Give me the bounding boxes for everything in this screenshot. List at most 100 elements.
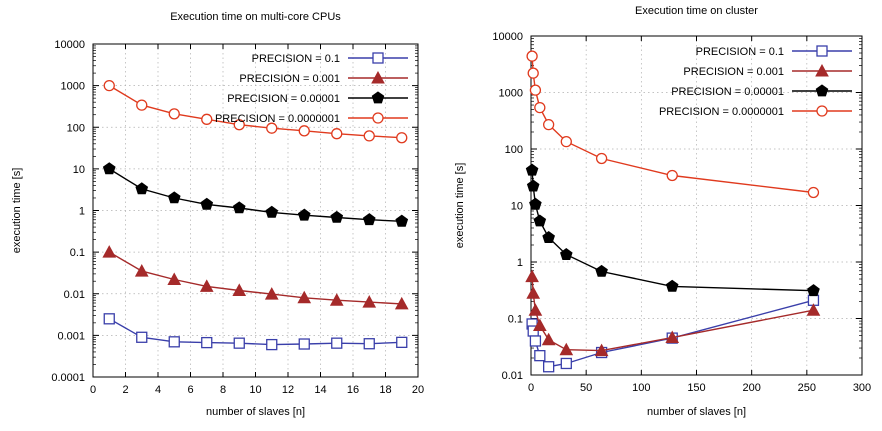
y-tick-label: 0.01 [64,289,85,301]
chart-2: 0 50 100 150 200 250 300 0.01 0.1 1 10 100 1000 10000… [454,5,871,418]
data-point [534,350,546,362]
data-point [559,342,574,356]
data-point [541,332,556,346]
y-tick-label: 10000 [54,39,85,51]
data-point [103,79,115,92]
data-point [266,338,278,351]
x-tick-label: 2 [122,384,128,396]
x-tick-label: 0 [528,382,534,394]
legend-marker [372,112,384,124]
y-tick-label: 0.001 [57,330,85,342]
data-point [297,208,311,221]
data-point [532,318,547,332]
data-point [595,152,608,165]
data-point [527,67,539,79]
data-point [136,331,148,343]
legend-label: PRECISION = 0.1 [696,46,784,58]
data-point [265,205,279,218]
x-axis-label: number of slaves [n] [206,406,305,418]
x-tick-label: 4 [155,384,161,396]
data-point [594,343,609,357]
data-point [298,338,310,350]
y-tick-label: 0.0001 [51,372,85,384]
data-point [529,197,542,210]
data-point [362,213,376,226]
data-point [396,132,408,144]
y-tick-label: 100 [67,122,85,134]
legend: PRECISION = 0.1 PRECISION = 0.001 PRECISIO… [659,45,852,118]
series-3 [525,163,820,297]
data-point [396,336,408,348]
chart-1: 0 2 4 6 8 10 12 14 16 18 20 0.0001 0.001 0.01 0.1 1 10 10… [11,11,424,418]
legend-label: PRECISION = 0.0000001 [659,106,784,118]
data-point [168,336,180,348]
legend-label: PRECISION = 0.00001 [227,93,340,105]
data-point [200,197,214,210]
data-point [233,119,245,131]
grid [531,36,862,375]
data-point [528,303,543,316]
data-point [232,283,247,296]
data-point [807,284,820,297]
data-point [362,295,377,308]
data-point [560,357,572,370]
data-point [543,361,555,373]
series-2 [102,245,409,310]
legend-label: PRECISION = 0.0000001 [215,113,340,125]
data-point [666,169,678,182]
x-tick-label: 20 [412,384,424,396]
y-tick-label: 10000 [492,31,523,43]
x-tick-label: 8 [220,384,226,396]
data-point [329,293,344,306]
y-tick-label: 0.1 [70,247,85,259]
data-point [331,128,343,140]
data-point [199,279,214,292]
data-point [595,264,608,277]
series-line [108,168,402,222]
data-point [533,214,547,227]
data-point [560,135,572,148]
series-line [531,170,814,292]
legend-marker [816,45,828,57]
x-tick-label: 6 [187,384,193,396]
series-3 [102,162,409,227]
data-point [233,337,245,349]
data-point [529,335,542,347]
x-tick-label: 0 [90,384,96,396]
y-axis-label: execution time [s] [11,168,23,254]
data-point [525,163,539,176]
y-tick-label: 0.1 [508,314,523,326]
legend-label: PRECISION = 0.001 [239,73,340,85]
x-tick-label: 250 [798,382,816,394]
data-point [543,118,555,131]
x-tick-label: 14 [314,384,326,396]
series-4 [526,50,820,199]
data-point [136,99,148,111]
data-point [134,264,149,277]
y-tick-label: 100 [505,144,523,156]
data-point [201,113,213,125]
data-point [103,313,115,325]
data-point [526,179,540,192]
data-point [102,162,116,175]
legend-label: PRECISION = 0.1 [252,53,340,65]
y-axis-label: execution time [s] [454,163,466,249]
legend-marker [371,91,385,104]
legend-marker [816,105,828,117]
y-tick-label: 1 [79,206,85,218]
data-point [232,201,246,214]
y-tick-label: 1 [517,257,523,269]
data-point [330,210,344,223]
data-point [102,245,117,258]
data-point [363,130,375,142]
x-axis-label: number of slaves [n] [647,406,746,418]
x-tick-label: 300 [853,382,871,394]
data-point [560,247,573,260]
legend-marker [815,63,829,77]
y-tick-label: 10 [511,201,523,213]
data-point [665,279,679,292]
x-tick-label: 50 [580,382,592,394]
x-tick-label: 150 [687,382,705,394]
data-point [168,108,180,120]
